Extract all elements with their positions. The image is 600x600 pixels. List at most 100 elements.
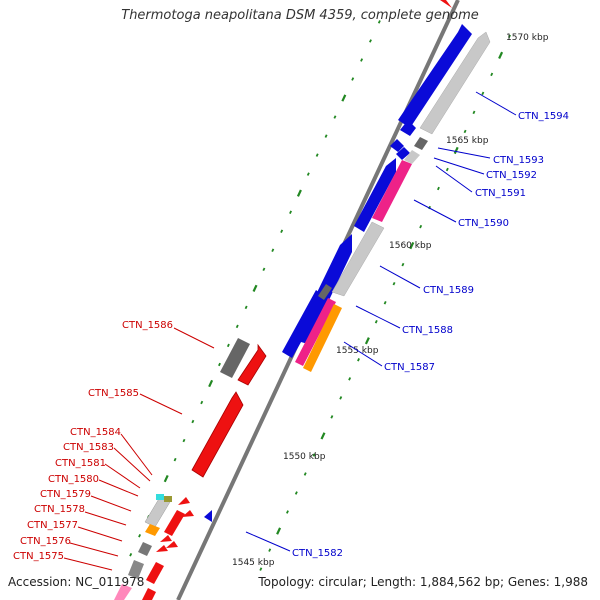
gene-ctn-1586-grey: [220, 338, 250, 378]
gene-ctn-1576: [156, 545, 168, 552]
scale-label-1570: 1570 kbp: [506, 33, 549, 43]
tick-mark: [401, 262, 405, 267]
tick-mark: [392, 281, 396, 286]
gene-ctn-1583-olive: [164, 496, 172, 502]
tick-mark: [312, 453, 316, 457]
label-ctn-1579: CTN_1579: [40, 489, 91, 500]
tick-mark: [330, 415, 334, 419]
tick-mark: [276, 527, 282, 535]
tick-mark: [341, 94, 347, 102]
tick-mark: [472, 110, 476, 115]
tick-mark: [409, 241, 415, 250]
gene-ctn-1576-grey: [138, 542, 152, 556]
topology-text: Topology: circular; Length: 1,884,562 bp…: [258, 575, 588, 589]
tick-mark: [271, 248, 275, 253]
tick-mark: [383, 300, 387, 305]
gene-ctn-1579: [182, 510, 194, 517]
tick-mark: [324, 134, 328, 138]
gene-ctn-1591: [390, 139, 404, 152]
tick-mark: [200, 400, 204, 405]
gene-ctn-1578-orange: [145, 524, 160, 536]
gene-ctn-1588: [282, 290, 326, 358]
gene-ctn-1581: [164, 510, 185, 536]
gene-ctn-1594-grey: [419, 31, 491, 135]
tick-mark: [357, 358, 360, 362]
tick-mark: [306, 172, 310, 176]
tick-mark: [339, 396, 343, 400]
tick-mark: [262, 267, 266, 272]
label-ctn-1582: CTN_1582: [292, 548, 343, 559]
gene-ctn-1575-grey: [128, 560, 144, 579]
gene-ctn-1589-grey: [331, 221, 385, 297]
label-ctn-1589: CTN_1589: [423, 285, 474, 296]
scale-label-1550: 1550 kbp: [283, 452, 326, 462]
scale-label-1545: 1545 kbp: [232, 558, 275, 568]
label-ctn-1584: CTN_1584: [70, 427, 121, 438]
tick-mark: [481, 91, 485, 96]
tick-mark: [348, 377, 352, 381]
label-ctn-1578: CTN_1578: [34, 504, 85, 515]
tick-marks: [129, 20, 511, 571]
gene-ctn-1594: [398, 24, 472, 128]
label-ctn-1591: CTN_1591: [475, 188, 526, 199]
tick-mark: [294, 491, 298, 495]
tick-mark: [280, 229, 284, 233]
gene-ctn-1590-grey: [404, 150, 420, 164]
tick-mark: [490, 72, 494, 77]
tick-mark: [364, 337, 370, 345]
scale-label-1565: 1565 kbp: [446, 136, 489, 146]
tick-mark: [226, 343, 230, 348]
tick-mark: [453, 146, 459, 155]
label-ctn-1590: CTN_1590: [458, 218, 509, 229]
tick-mark: [445, 167, 449, 172]
tick-mark: [419, 224, 423, 229]
tick-mark: [182, 438, 186, 443]
tick-mark: [463, 129, 467, 134]
gene-ctn-1577: [166, 541, 178, 548]
gene-ctn-1587-magenta: [295, 298, 336, 366]
gene-ctn-1578: [160, 535, 172, 542]
tick-mark: [508, 34, 511, 39]
label-ctn-1586: CTN_1586: [122, 320, 173, 331]
label-ctn-1594: CTN_1594: [518, 111, 569, 122]
gene-ctn-1582: [204, 510, 212, 522]
tick-mark: [303, 472, 307, 476]
gene-ctn-1590: [354, 158, 396, 232]
tick-mark: [436, 186, 440, 191]
gene-red-top: [440, 0, 452, 8]
tick-mark: [369, 39, 372, 43]
tick-mark: [268, 548, 272, 552]
reverse-labels: [63, 327, 215, 571]
gene-ctn-1593: [400, 120, 416, 136]
label-ctn-1575: CTN_1575: [13, 551, 64, 562]
gene-ctn-1580: [178, 497, 190, 505]
gene-ctn-1592: [414, 137, 428, 150]
tick-mark: [351, 77, 355, 81]
gene-ctn-1590-magenta: [372, 160, 412, 222]
label-ctn-1576: CTN_1576: [20, 536, 71, 547]
gene-ctn-1586: [237, 343, 267, 386]
tick-mark: [208, 379, 214, 388]
forward-labels: [245, 91, 517, 552]
tick-mark: [360, 58, 364, 62]
scale-label-1560: 1560 kbp: [389, 241, 432, 251]
tick-mark: [235, 324, 239, 329]
tick-mark: [173, 457, 177, 462]
tick-mark: [286, 510, 289, 514]
reverse-features: [114, 0, 452, 600]
gene-ctn-1575: [146, 562, 164, 584]
tick-mark: [138, 533, 142, 538]
tick-mark: [252, 284, 258, 292]
tick-mark: [218, 362, 221, 367]
accession-text: Accession: NC_011978: [8, 575, 145, 589]
label-ctn-1581: CTN_1581: [55, 458, 106, 469]
label-ctn-1593: CTN_1593: [493, 155, 544, 166]
tick-mark: [374, 320, 378, 324]
tick-mark: [163, 474, 169, 483]
label-ctn-1583: CTN_1583: [63, 442, 114, 453]
tick-mark: [498, 51, 504, 59]
label-ctn-1580: CTN_1580: [48, 474, 99, 485]
tick-mark: [296, 189, 302, 197]
tick-mark: [377, 20, 381, 24]
